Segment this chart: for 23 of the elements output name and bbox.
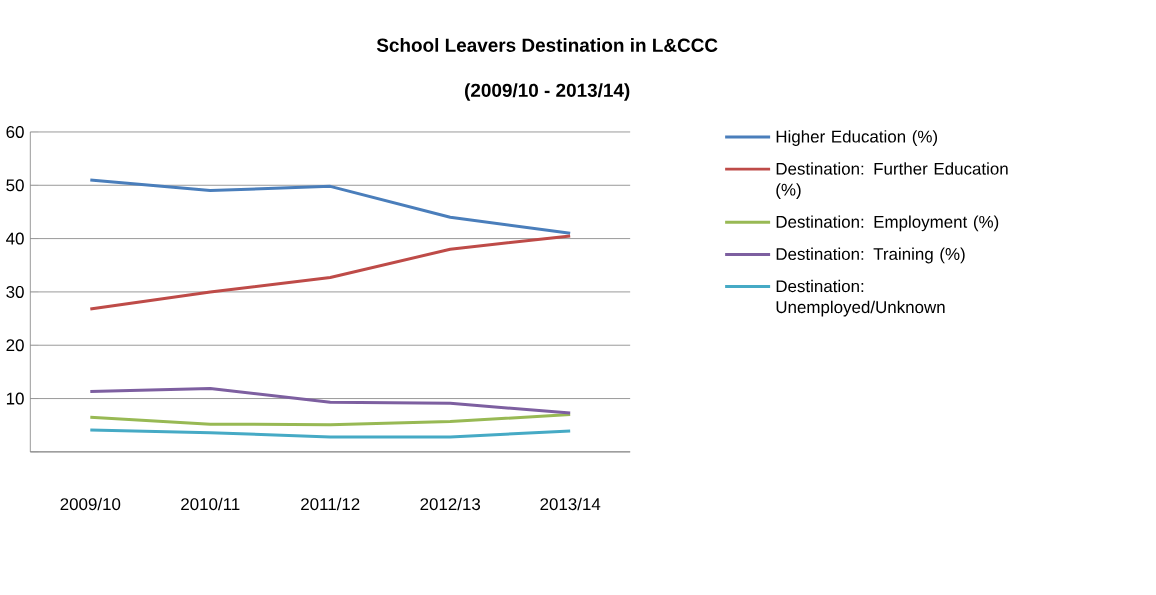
line-series: [88, 428, 572, 439]
x-tick-label: 2011/12: [301, 497, 360, 511]
chart-subtitle: (2009/10 - 2013/14): [465, 83, 630, 101]
x-tick-label: 2013/14: [540, 497, 601, 511]
y-tick-label: 20: [6, 339, 24, 352]
x-tick-label: 2009/10: [60, 497, 121, 511]
legend-label: Destination: Unemployed/Unknown: [776, 279, 945, 317]
chart-title: School Leavers Destination in L&CCC: [376, 38, 718, 53]
line-series: [88, 387, 572, 415]
legend-label: Higher Education (%): [776, 130, 938, 147]
x-tick-label: 2010/11: [181, 497, 240, 511]
y-tick-label: 30: [6, 285, 24, 298]
x-tick-label: 2012/13: [420, 497, 481, 511]
legend-label: Destination: Employment (%): [776, 215, 999, 232]
legend-label: Destination: Further Education (%): [776, 162, 1008, 200]
line-series: [88, 413, 572, 427]
legend-label: Destination: Training (%): [776, 247, 965, 264]
line-series: [88, 234, 572, 311]
line-series: [88, 178, 572, 235]
y-tick-label: 10: [6, 392, 24, 405]
y-tick-label: 60: [6, 126, 24, 139]
y-tick-label: 40: [6, 232, 24, 245]
y-tick-label: 50: [6, 179, 24, 192]
